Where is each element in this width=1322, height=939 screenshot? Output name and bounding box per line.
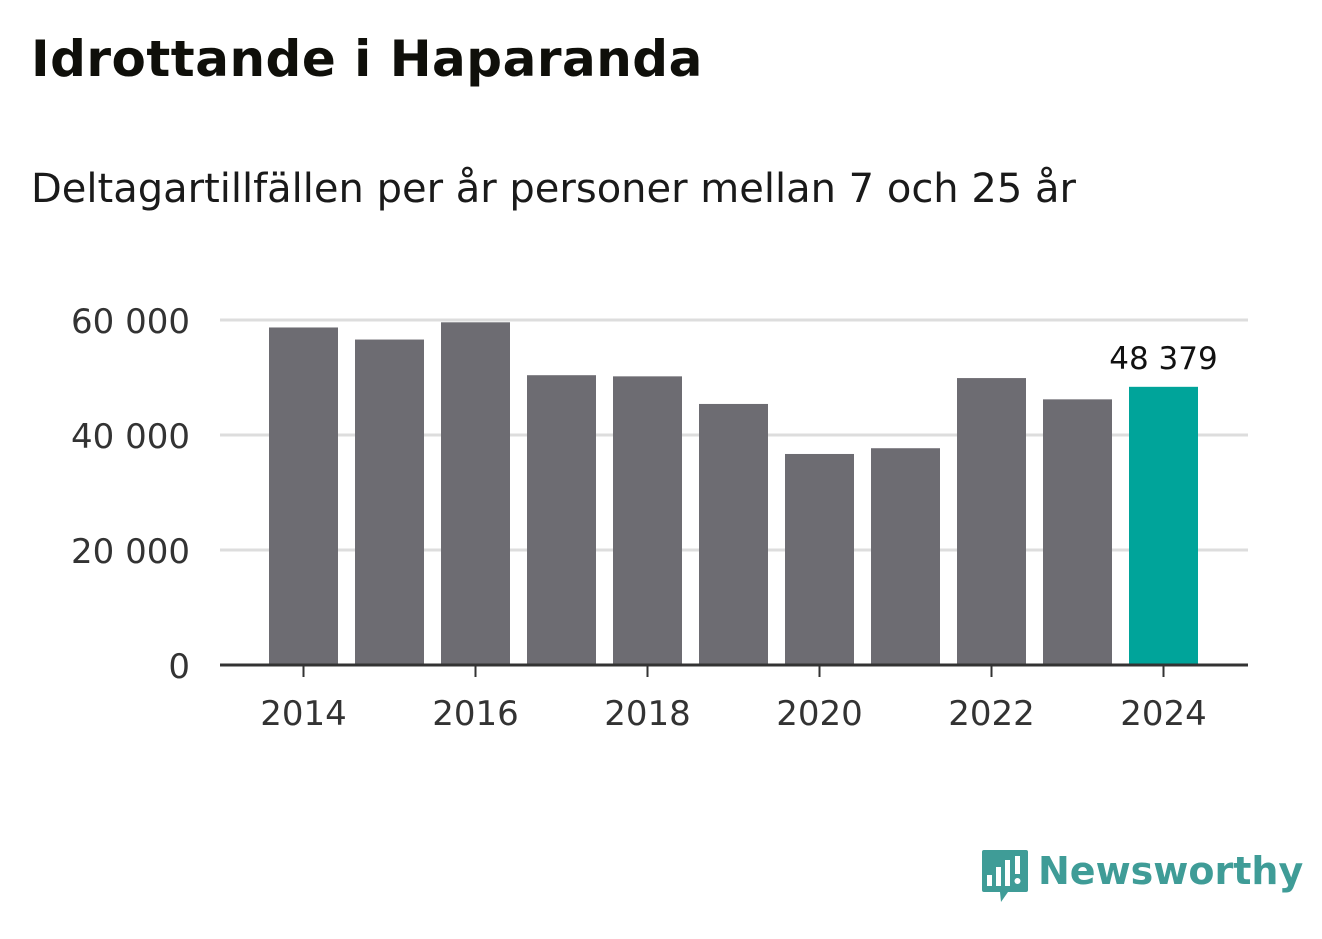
- y-tick-label: 20 000: [71, 532, 190, 572]
- newsworthy-logo-icon: [980, 848, 1030, 914]
- bar-2021: [871, 448, 940, 665]
- y-tick-label: 40 000: [71, 417, 190, 457]
- bar-2016: [441, 322, 510, 665]
- x-tick-label: 2022: [948, 694, 1035, 734]
- x-tick-label: 2018: [604, 694, 691, 734]
- y-tick-label: 60 000: [71, 302, 190, 342]
- x-tick-label: 2024: [1120, 694, 1207, 734]
- y-tick-label: 0: [168, 647, 190, 687]
- brand-name: Newsworthy: [1038, 849, 1304, 893]
- bar-2015: [355, 339, 424, 665]
- bar-2023: [1043, 399, 1112, 665]
- bar-2018: [613, 376, 682, 665]
- bar-2024: [1129, 386, 1198, 665]
- chart-subtitle: Deltagartillfällen per år personer mella…: [31, 166, 1076, 212]
- bar-2017: [527, 375, 596, 665]
- brand-logo: Newsworthy: [980, 848, 1303, 908]
- x-tick-label: 2016: [432, 694, 519, 734]
- bar-2020: [785, 453, 854, 665]
- bar-2019: [699, 403, 768, 665]
- data-label-2024: 48 379: [1109, 341, 1217, 377]
- x-tick-label: 2020: [776, 694, 863, 734]
- bar-2014: [269, 327, 338, 665]
- chart-title: Idrottande i Haparanda: [31, 30, 703, 88]
- x-tick-label: 2014: [260, 694, 347, 734]
- bar-2022: [957, 378, 1026, 665]
